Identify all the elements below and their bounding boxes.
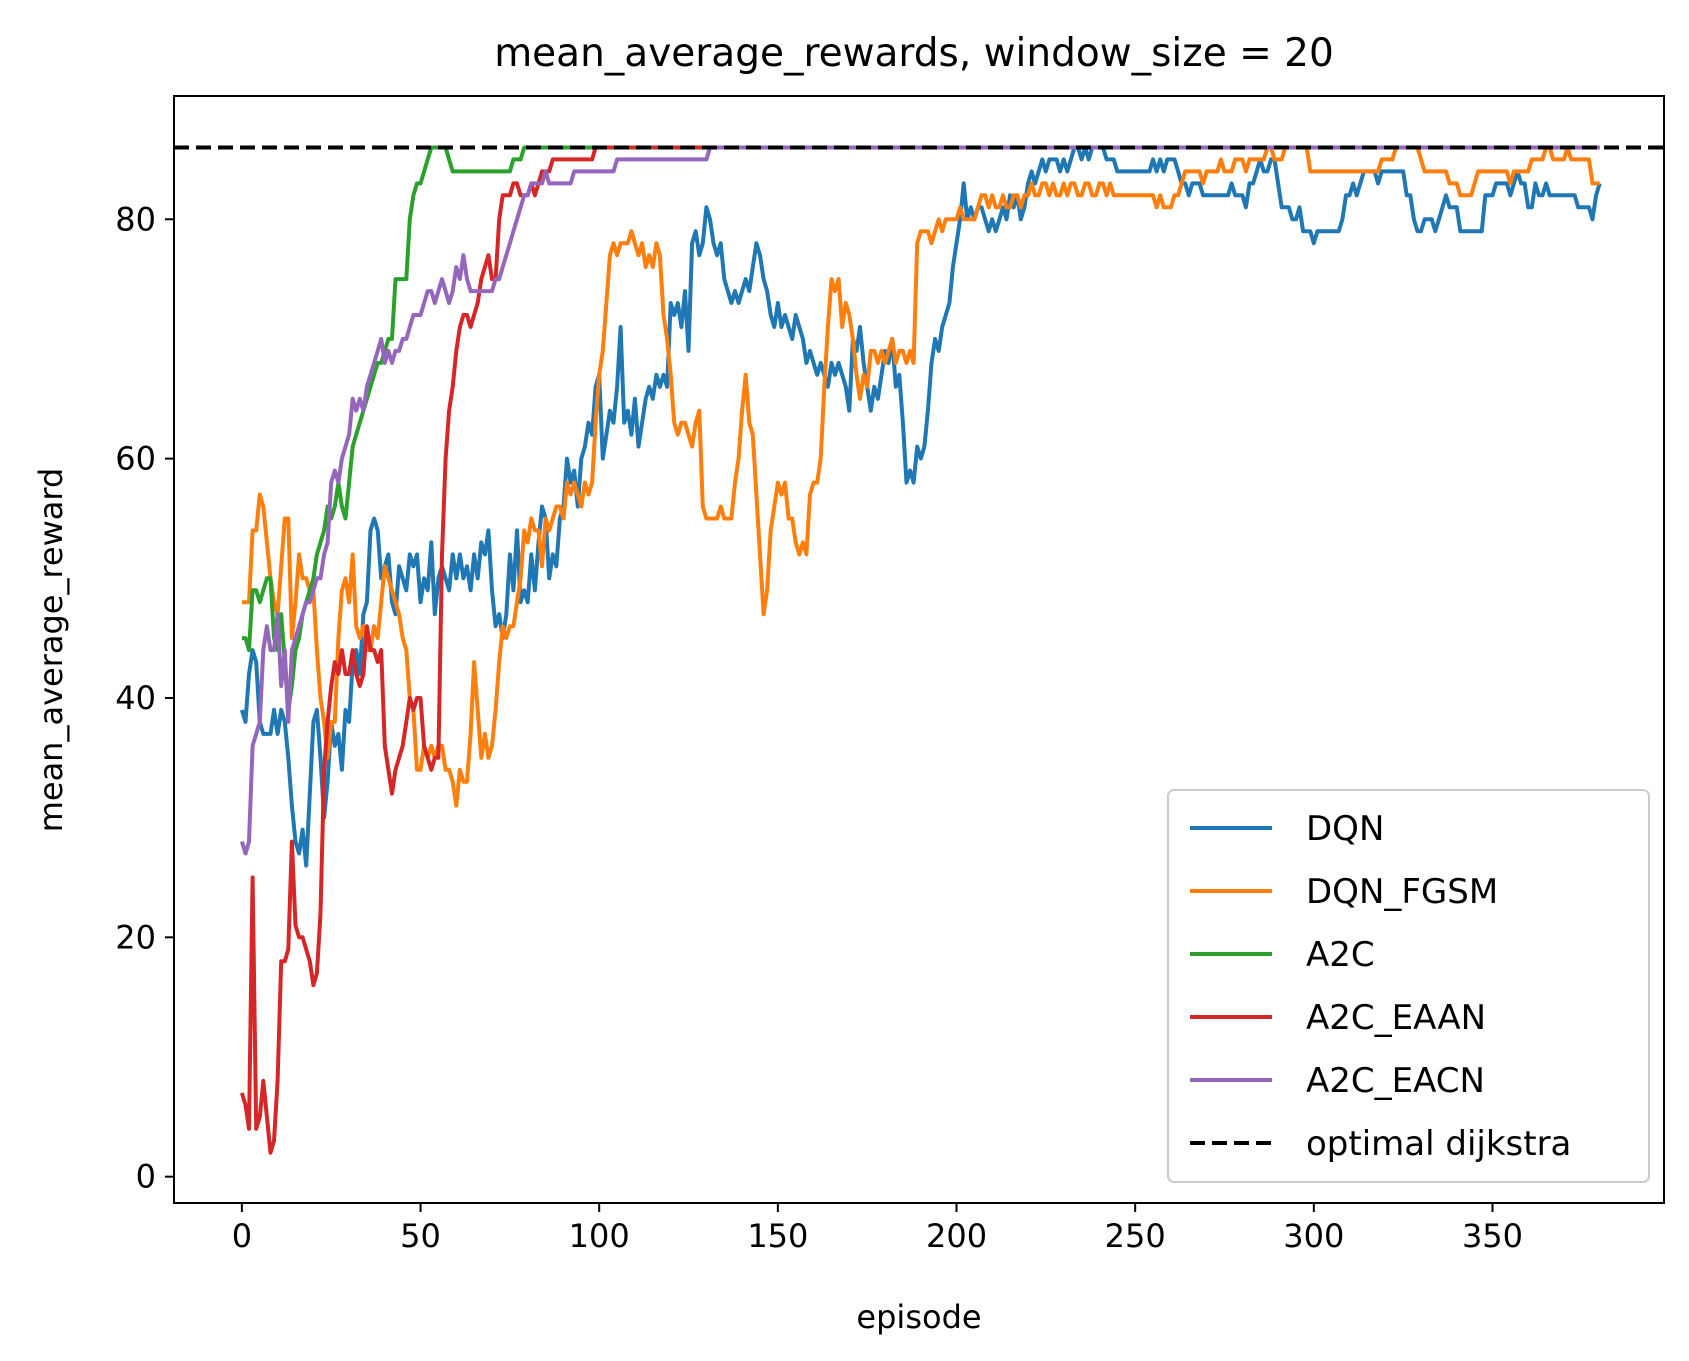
y-axis: 0 20 40 60 80 xyxy=(115,200,174,1196)
x-axis-label: episode xyxy=(856,1298,981,1336)
x-tick-label: 250 xyxy=(1105,1217,1166,1255)
y-tick-label: 40 xyxy=(115,679,156,717)
legend-label: A2C_EACN xyxy=(1306,1061,1485,1101)
y-axis-label: mean_average_reward xyxy=(32,468,70,833)
y-tick-label: 80 xyxy=(115,200,156,238)
legend-label: DQN_FGSM xyxy=(1306,872,1498,912)
y-tick-label: 0 xyxy=(136,1158,156,1196)
legend-label: optimal dijkstra xyxy=(1306,1124,1571,1164)
x-tick-label: 200 xyxy=(926,1217,987,1255)
chart-title: mean_average_rewards, window_size = 20 xyxy=(494,31,1334,76)
legend-box xyxy=(1167,789,1650,1183)
legend-label: DQN xyxy=(1306,809,1384,849)
x-tick-label: 0 xyxy=(232,1217,252,1255)
series-line-a2c-eacn xyxy=(239,145,1600,856)
y-tick-label: 20 xyxy=(115,918,156,956)
legend-label: A2C xyxy=(1306,935,1375,975)
x-tick-label: 350 xyxy=(1462,1217,1523,1255)
legend-label: A2C_EAAN xyxy=(1306,998,1486,1038)
x-tick-label: 50 xyxy=(400,1217,441,1255)
y-tick-label: 60 xyxy=(115,440,156,478)
x-tick-label: 300 xyxy=(1283,1217,1344,1255)
x-tick-label: 150 xyxy=(747,1217,808,1255)
x-axis: 0 50 100 150 200 250 300 350 xyxy=(232,1203,1523,1255)
x-tick-label: 100 xyxy=(569,1217,630,1255)
plot-frame xyxy=(173,95,1665,1204)
series-line-dqn-fgsm xyxy=(241,145,1600,808)
